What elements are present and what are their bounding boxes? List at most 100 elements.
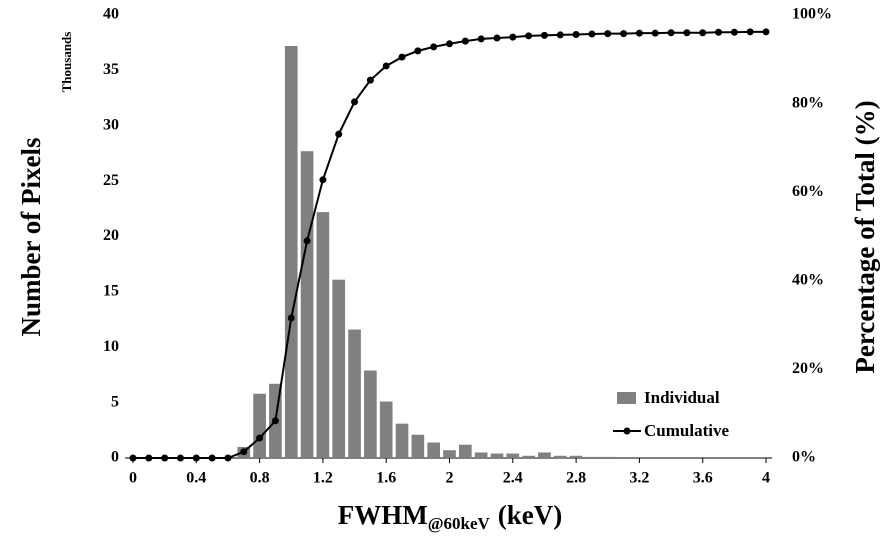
point: [493, 34, 501, 42]
point: [667, 29, 675, 37]
point: [303, 237, 311, 245]
x-tick-label: 2: [446, 470, 454, 487]
point: [588, 30, 596, 38]
point: [240, 448, 248, 456]
y2-tick-label: 100%: [792, 6, 832, 23]
bar: [474, 452, 488, 458]
legend-label: Individual: [644, 388, 720, 407]
bar: [395, 423, 409, 458]
bar: [458, 444, 472, 458]
point: [192, 454, 200, 462]
legend-label: Cumulative: [644, 421, 729, 440]
y-tick-label: 5: [111, 393, 119, 410]
y-tick-label: 20: [103, 227, 119, 244]
x-tick-label: 0.4: [186, 470, 206, 487]
bar: [427, 442, 441, 458]
bar: [316, 212, 330, 458]
point: [446, 40, 453, 48]
point: [366, 76, 374, 84]
point: [414, 47, 422, 55]
y-tick-label: 10: [103, 338, 119, 355]
point: [398, 53, 406, 61]
point: [145, 454, 153, 462]
point: [651, 29, 659, 37]
point: [176, 454, 184, 462]
x-tick-label: 1.2: [313, 470, 333, 487]
y-tick-label: 0: [111, 449, 119, 466]
x-tick-label: 1.6: [376, 470, 396, 487]
y2-axis-title: Percentage of Total (%): [850, 100, 880, 373]
y-unit-note: Thousands: [59, 32, 74, 93]
x-tick-label: 3.6: [693, 470, 713, 487]
x-title-main: FWHM: [338, 500, 428, 530]
bar: [284, 46, 298, 458]
y-axis-title: Number of Pixels: [16, 138, 46, 337]
point: [699, 29, 707, 37]
point: [319, 176, 327, 184]
bar: [538, 452, 551, 458]
bar: [348, 329, 361, 458]
point: [540, 31, 548, 39]
point: [129, 454, 137, 462]
bar: [506, 453, 520, 458]
point: [287, 314, 295, 322]
x-tick-label: 0: [129, 470, 137, 487]
point: [335, 130, 343, 138]
legend-swatch: [617, 392, 636, 404]
bar: [553, 455, 567, 458]
point: [572, 30, 580, 38]
y2-tick-label: 40%: [792, 271, 824, 288]
point: [208, 454, 216, 462]
bar: [253, 393, 266, 458]
point: [256, 434, 264, 442]
point: [351, 98, 359, 106]
bar: [411, 434, 425, 458]
bar: [569, 455, 583, 458]
point: [683, 29, 691, 37]
point: [746, 28, 754, 36]
point: [461, 37, 469, 45]
point: [430, 43, 438, 51]
y2-tick-label: 20%: [792, 360, 824, 377]
point: [477, 35, 485, 43]
x-axis-title: FWHM@60keV (keV): [338, 500, 563, 533]
bar: [443, 450, 456, 458]
x-title-sub: @60keV: [428, 514, 491, 533]
bar: [522, 455, 535, 458]
x-tick-label: 3.2: [629, 470, 649, 487]
y-tick-label: 30: [103, 116, 119, 133]
y2-tick-label: 60%: [792, 183, 824, 200]
x-tick-label: 0.8: [250, 470, 270, 487]
x-tick-label: 4: [762, 470, 770, 487]
point: [635, 29, 643, 37]
point: [762, 28, 770, 36]
bar: [585, 456, 599, 458]
point: [620, 30, 628, 38]
y-tick-label: 35: [103, 61, 119, 78]
point: [715, 28, 723, 36]
y2-tick-label: 80%: [792, 94, 824, 111]
point: [730, 28, 738, 36]
bar: [601, 456, 615, 458]
x-title-unit: (keV): [498, 500, 562, 530]
point: [161, 454, 169, 462]
x-tick-label: 2.4: [503, 470, 523, 487]
point: [556, 31, 564, 39]
point: [224, 454, 232, 462]
y-tick-label: 25: [103, 172, 119, 189]
bar: [332, 279, 346, 458]
legend-marker: [623, 427, 631, 435]
bar: [364, 370, 377, 458]
y-tick-label: 15: [103, 283, 119, 300]
bar: [490, 453, 504, 458]
bar: [379, 401, 393, 458]
bar: [300, 151, 314, 458]
point: [271, 417, 279, 425]
point: [382, 62, 390, 70]
point: [525, 32, 533, 40]
x-tick-label: 2.8: [566, 470, 586, 487]
y2-tick-label: 0%: [792, 449, 816, 466]
point: [509, 33, 517, 41]
y-tick-label: 40: [103, 6, 119, 23]
